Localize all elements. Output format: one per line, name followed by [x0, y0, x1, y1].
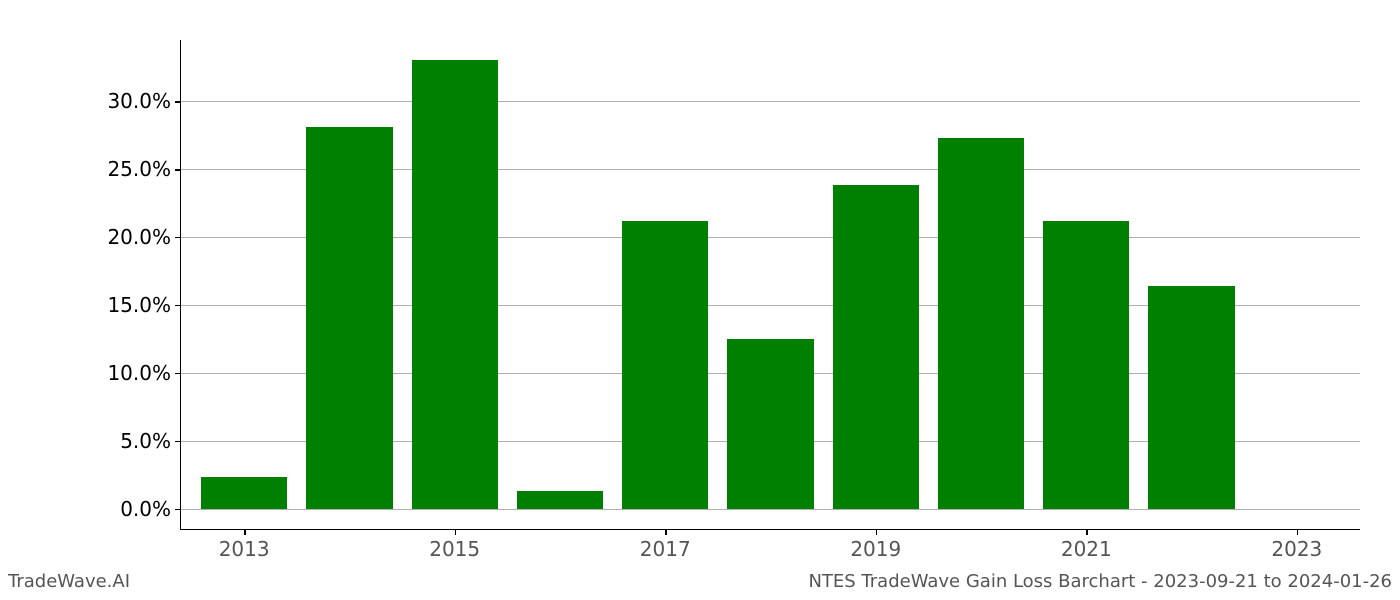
footer-left-text: TradeWave.AI: [8, 571, 130, 592]
x-tick-label: 2013: [219, 537, 270, 561]
y-tick-mark: [175, 101, 181, 103]
y-tick-label: 0.0%: [120, 497, 171, 521]
y-tick-mark: [175, 237, 181, 239]
x-tick-label: 2017: [640, 537, 691, 561]
bar-2014: [306, 127, 392, 509]
gridline: [181, 101, 1360, 102]
bar-chart: 0.0%5.0%10.0%15.0%20.0%25.0%30.0%2013201…: [180, 40, 1360, 530]
y-tick-mark: [175, 305, 181, 307]
x-tick-label: 2023: [1271, 537, 1322, 561]
y-tick-label: 30.0%: [107, 89, 171, 113]
bar-2020: [938, 138, 1024, 509]
footer-right-text: NTES TradeWave Gain Loss Barchart - 2023…: [808, 571, 1392, 592]
plot-area: 0.0%5.0%10.0%15.0%20.0%25.0%30.0%2013201…: [180, 40, 1360, 530]
y-tick-label: 10.0%: [107, 361, 171, 385]
bar-2016: [517, 491, 603, 509]
y-tick-label: 15.0%: [107, 293, 171, 317]
x-tick-label: 2019: [850, 537, 901, 561]
gridline: [181, 509, 1360, 510]
x-tick-mark: [244, 529, 246, 535]
x-tick-mark: [1297, 529, 1299, 535]
y-tick-label: 20.0%: [107, 225, 171, 249]
x-tick-mark: [455, 529, 457, 535]
x-tick-label: 2021: [1061, 537, 1112, 561]
y-tick-mark: [175, 373, 181, 375]
y-tick-mark: [175, 441, 181, 443]
bar-2013: [201, 477, 287, 508]
y-tick-mark: [175, 509, 181, 511]
bar-2022: [1148, 286, 1234, 509]
bar-2015: [412, 60, 498, 508]
bar-2017: [622, 221, 708, 509]
bar-2018: [727, 339, 813, 509]
x-tick-mark: [665, 529, 667, 535]
x-tick-mark: [1086, 529, 1088, 535]
x-tick-mark: [876, 529, 878, 535]
x-tick-label: 2015: [429, 537, 480, 561]
bar-2021: [1043, 221, 1129, 509]
y-tick-label: 5.0%: [120, 429, 171, 453]
bar-2019: [833, 185, 919, 508]
y-tick-label: 25.0%: [107, 157, 171, 181]
y-tick-mark: [175, 169, 181, 171]
